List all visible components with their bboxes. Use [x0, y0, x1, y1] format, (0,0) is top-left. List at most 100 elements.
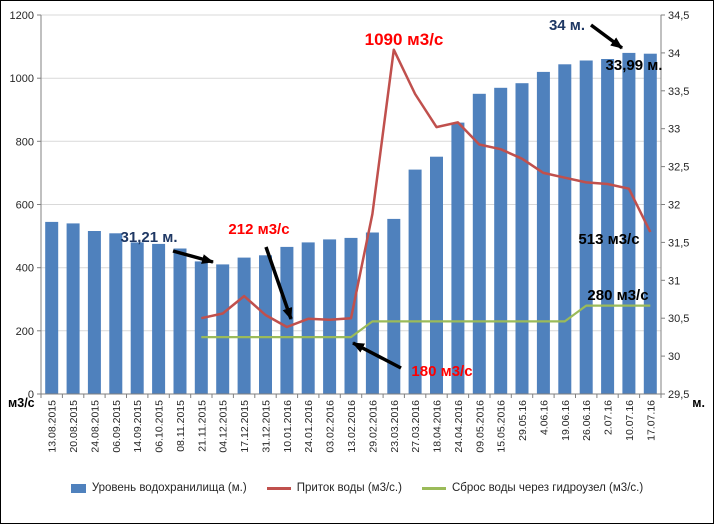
x-tick-label: 24.04.2016: [453, 400, 465, 453]
annotation-level-low: 31,21 м.: [121, 229, 178, 246]
x-tick-label: 24.01.2016: [303, 400, 315, 453]
x-tick-label: 29.02.2016: [367, 400, 379, 453]
x-tick-label: 03.02.2016: [325, 400, 337, 453]
bar: [280, 246, 294, 394]
bar: [259, 255, 272, 394]
bar: [130, 242, 144, 394]
bar: [87, 231, 101, 394]
bar: [430, 156, 443, 394]
annotations: 1090 м3/с 31,21 м. 212 м3/с 180 м3/с 34 м. 33…: [121, 17, 663, 380]
annotation-arrow-level-low: [172, 249, 214, 264]
annotation-arrow-inflow-low: [264, 246, 293, 320]
x-tick-label: 17.07.16: [645, 400, 657, 441]
legend-item-discharge: Сброс воды через гидроузел (м3/с.): [421, 482, 644, 494]
bar: [365, 232, 379, 394]
x-tick-label: 15.05.2016: [496, 400, 508, 453]
y-right-tick-label: 33: [668, 124, 680, 136]
y-right-tick-label: 34,5: [668, 10, 689, 22]
bar: [622, 52, 636, 395]
bar: [45, 221, 59, 394]
bar: [216, 264, 230, 394]
bar: [323, 239, 337, 394]
y-right-tick-label: 34: [668, 48, 680, 60]
x-tick-label: 13.08.2015: [47, 400, 59, 453]
x-tick-label: 20.08.2015: [68, 400, 80, 453]
legend-swatch-inflow-line-icon: [266, 486, 291, 490]
x-tick-label: 26.06.16: [581, 400, 593, 441]
x-tick-label: 27.03.2016: [410, 400, 422, 453]
bar: [451, 122, 465, 394]
x-tick-label: 24.08.2015: [89, 400, 101, 453]
chart-legend: Уровень водохранилища (м.) Приток воды (м…: [1, 482, 713, 494]
annotation-arrow-level-top: [589, 23, 624, 50]
x-tick-label: 23.03.2016: [389, 400, 401, 453]
bars-series-level: [45, 52, 657, 395]
x-tick-label: 13.02.2016: [346, 400, 358, 453]
y-right-tick-label: 31,5: [668, 237, 689, 249]
legend-swatch-discharge-line-icon: [421, 486, 446, 490]
bar: [194, 261, 208, 394]
right-axis-unit-label: м.: [692, 396, 705, 410]
gridlines: [41, 14, 661, 332]
x-tick-label: 04.12.2015: [218, 400, 230, 453]
x-tick-label: 18.04.2016: [432, 400, 444, 453]
annotation-inflow-last: 513 м3/с: [578, 231, 639, 248]
x-tick-label: 2.07.16: [603, 400, 615, 435]
x-tick-label: 19.06.16: [560, 400, 572, 441]
y-right-tick-label: 29,5: [668, 389, 689, 401]
annotation-inflow-peak: 1090 м3/с: [365, 30, 444, 49]
axes: 0 200 400 600 800 1000 1200 29,5 30 30,5 31 31,5 32 3…: [10, 10, 690, 401]
annotation-discharge-180: 180 м3/с: [411, 363, 472, 380]
discharge-line: [201, 304, 651, 339]
left-axis-unit-label: м3/с: [8, 396, 35, 410]
bar: [536, 71, 550, 395]
legend-item-inflow: Приток воды (м3/с.): [266, 482, 402, 494]
x-tick-label: 21.11.2015: [196, 400, 208, 452]
y-left-tick-label: 200: [16, 326, 34, 338]
legend-label-inflow: Приток воды (м3/с.): [296, 482, 402, 494]
x-tick-label: 08.11.2015: [175, 400, 187, 452]
bar: [66, 223, 80, 394]
x-tick-label: 06.10.2015: [154, 400, 166, 453]
y-right-tick-label: 33,5: [668, 86, 689, 98]
x-tick-label: 10.07.16: [624, 400, 636, 441]
bar: [472, 93, 486, 395]
y-left-tick-label: 0: [28, 389, 34, 401]
legend-label-level: Уровень водохранилища (м.): [91, 482, 247, 494]
y-left-tick-label: 800: [16, 136, 34, 148]
x-tick-label: 10.01.2016: [282, 400, 294, 453]
y-left-tick-label: 600: [16, 200, 34, 212]
legend-label-discharge: Сброс воды через гидроузел (м3/с.): [451, 482, 644, 494]
bar: [579, 60, 593, 394]
bar: [152, 243, 166, 394]
y-right-tick-label: 31: [668, 275, 680, 287]
bar: [515, 83, 529, 394]
y-right-tick-label: 32: [668, 200, 680, 212]
bar: [558, 64, 572, 395]
bar: [173, 248, 187, 394]
bar: [601, 59, 615, 394]
bar: [237, 257, 251, 394]
y-left-tick-label: 1200: [10, 10, 34, 22]
annotation-level-last: 33,99 м.: [606, 57, 663, 74]
annotation-discharge-280: 280 м3/с: [587, 287, 648, 304]
annotation-arrow-discharge-180: [352, 341, 402, 370]
inflow-line: [201, 48, 652, 329]
bar: [643, 53, 657, 394]
x-tick-label: 31.12.2015: [261, 400, 273, 453]
x-tick-label: 29.05.16: [517, 400, 529, 441]
y-right-tick-label: 30: [668, 351, 680, 363]
x-tick-label: 17.12.2015: [239, 400, 251, 453]
y-left-tick-label: 400: [16, 263, 34, 275]
x-tick-label: 14.09.2015: [132, 400, 144, 453]
bar: [494, 87, 508, 395]
annotation-level-top: 34 м.: [549, 17, 585, 34]
bar: [408, 169, 422, 394]
y-right-tick-label: 30,5: [668, 313, 689, 325]
x-tick-label: 06.09.2015: [111, 400, 123, 453]
x-tick-label: 4.06.16: [538, 400, 550, 435]
x-tick-labels: 13.08.2015 20.08.2015 24.08.2015 06.09.2015…: [47, 400, 658, 453]
bar: [387, 218, 401, 394]
annotation-inflow-low: 212 м3/с: [228, 221, 289, 238]
